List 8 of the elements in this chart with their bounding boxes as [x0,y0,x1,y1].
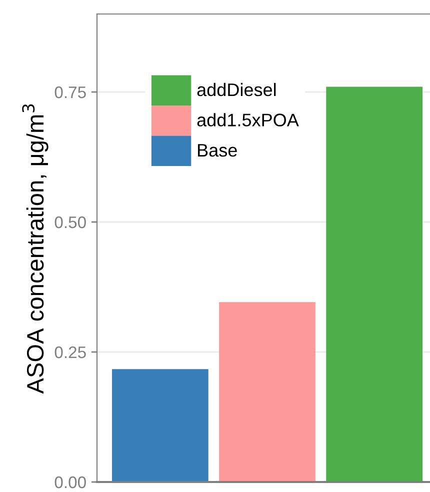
y-tick-label: 0.50 [54,216,86,228]
y-tick-label: 0.75 [54,86,86,98]
y-tick-label: 0.25 [54,346,86,358]
y-axis-title: ASOA concentration, μg/m$^{3}$ [22,104,48,394]
legend-label: add1.5xPOA [197,113,299,126]
legend-label: Base [198,144,237,157]
legend-label: addDiesel [197,82,276,96]
y-tick-label: 0.00 [54,476,86,488]
